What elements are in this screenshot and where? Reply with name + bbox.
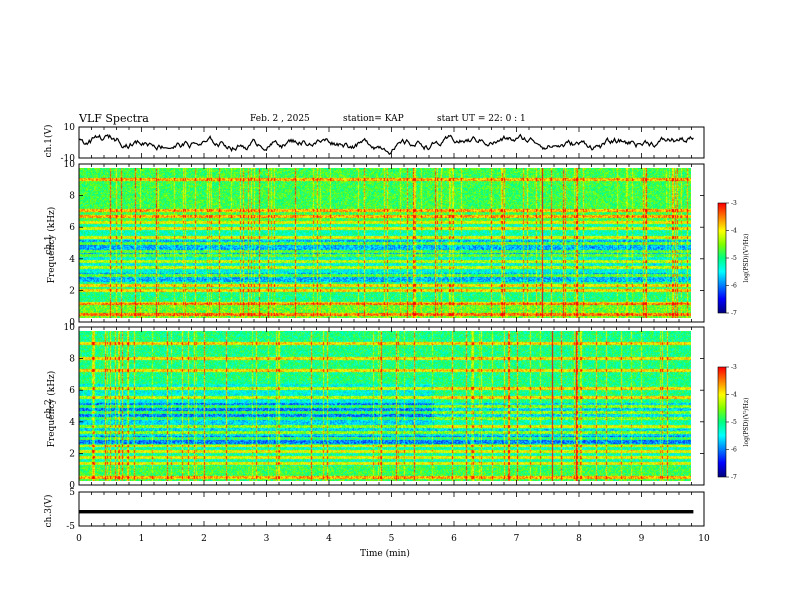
x-axis-label: Time (min): [360, 549, 410, 559]
ch1-spectrogram-frame: [78, 163, 705, 323]
y-tick-label: 6: [69, 386, 75, 396]
colorbar-tick-label: -4: [731, 228, 737, 235]
x-tick-label: 9: [639, 534, 645, 544]
ch1-spectrogram-image: [79, 168, 691, 318]
colorbar-tick-label: -5: [731, 419, 737, 426]
colorbar-frame: [717, 366, 727, 478]
ch1-colorbar: [718, 203, 726, 313]
x-tick-label: 0: [76, 534, 82, 544]
x-tick-label: 6: [451, 534, 457, 544]
y-tick-label: 10: [64, 160, 76, 170]
y-tick-label: 8: [69, 192, 75, 202]
colorbar-label: log(PSD)(V²/Hz): [743, 398, 750, 447]
x-tick-label: 2: [201, 534, 207, 544]
y-tick-label: 0: [69, 481, 75, 491]
colorbar-tick-label: -6: [731, 283, 737, 290]
colorbar-tick-label: -7: [731, 310, 737, 317]
ch2-colorbar: [718, 367, 726, 477]
ch1-waveform-trace: [78, 133, 694, 155]
colorbar-label: log(PSD)(V²/Hz): [743, 234, 750, 283]
colorbar-tick-label: -6: [731, 447, 737, 454]
x-tick-label: 10: [698, 534, 710, 544]
x-tick-label: 3: [264, 534, 270, 544]
y-tick-label: 0: [69, 318, 75, 328]
colorbar-tick-label: -3: [731, 200, 737, 207]
x-tick-label: 4: [326, 534, 332, 544]
y-tick-label: 8: [69, 355, 75, 365]
date-label: Feb. 2 , 2025: [250, 114, 310, 124]
station-label: station= KAP: [343, 114, 404, 124]
y-tick-label: 10: [64, 323, 76, 333]
x-tick-label: 5: [389, 534, 395, 544]
x-tick-label: 8: [576, 534, 582, 544]
y-tick-label: 4: [69, 418, 75, 428]
y-tick-label: 2: [69, 286, 75, 296]
ch1-waveform-ylabel: ch.1(V): [44, 124, 54, 158]
y-tick-label: 5: [69, 488, 75, 498]
colorbar-frame: [717, 202, 727, 314]
ch2-spectrogram-ylabel-freq: Frequency (kHz): [47, 370, 57, 448]
ch1-spectrogram-ylabel-freq: Frequency (kHz): [47, 206, 57, 284]
ch3-waveform-frame: [78, 491, 705, 527]
y-tick-label: 6: [69, 223, 75, 233]
y-tick-label: -5: [66, 522, 75, 532]
x-tick-label: 7: [514, 534, 520, 544]
colorbar-tick-label: -4: [731, 392, 737, 399]
ch3-waveform-ylabel: ch.3(V): [44, 494, 54, 528]
figure-title: VLF Spectra: [79, 112, 149, 125]
colorbar-tick-label: -3: [731, 364, 737, 371]
colorbar-tick-label: -7: [731, 474, 737, 481]
colorbar-tick-label: -5: [731, 255, 737, 262]
y-tick-label: 10: [64, 123, 76, 133]
y-tick-label: -10: [61, 154, 76, 164]
y-tick-label: 4: [69, 255, 75, 265]
start-time-label: start UT = 22: 0 : 1: [437, 114, 526, 124]
x-tick-label: 1: [139, 534, 145, 544]
ch2-spectrogram-image: [79, 331, 691, 481]
y-tick-label: 2: [69, 449, 75, 459]
ch2-spectrogram-frame: [78, 326, 705, 486]
ch3-waveform-trace: [79, 510, 694, 514]
